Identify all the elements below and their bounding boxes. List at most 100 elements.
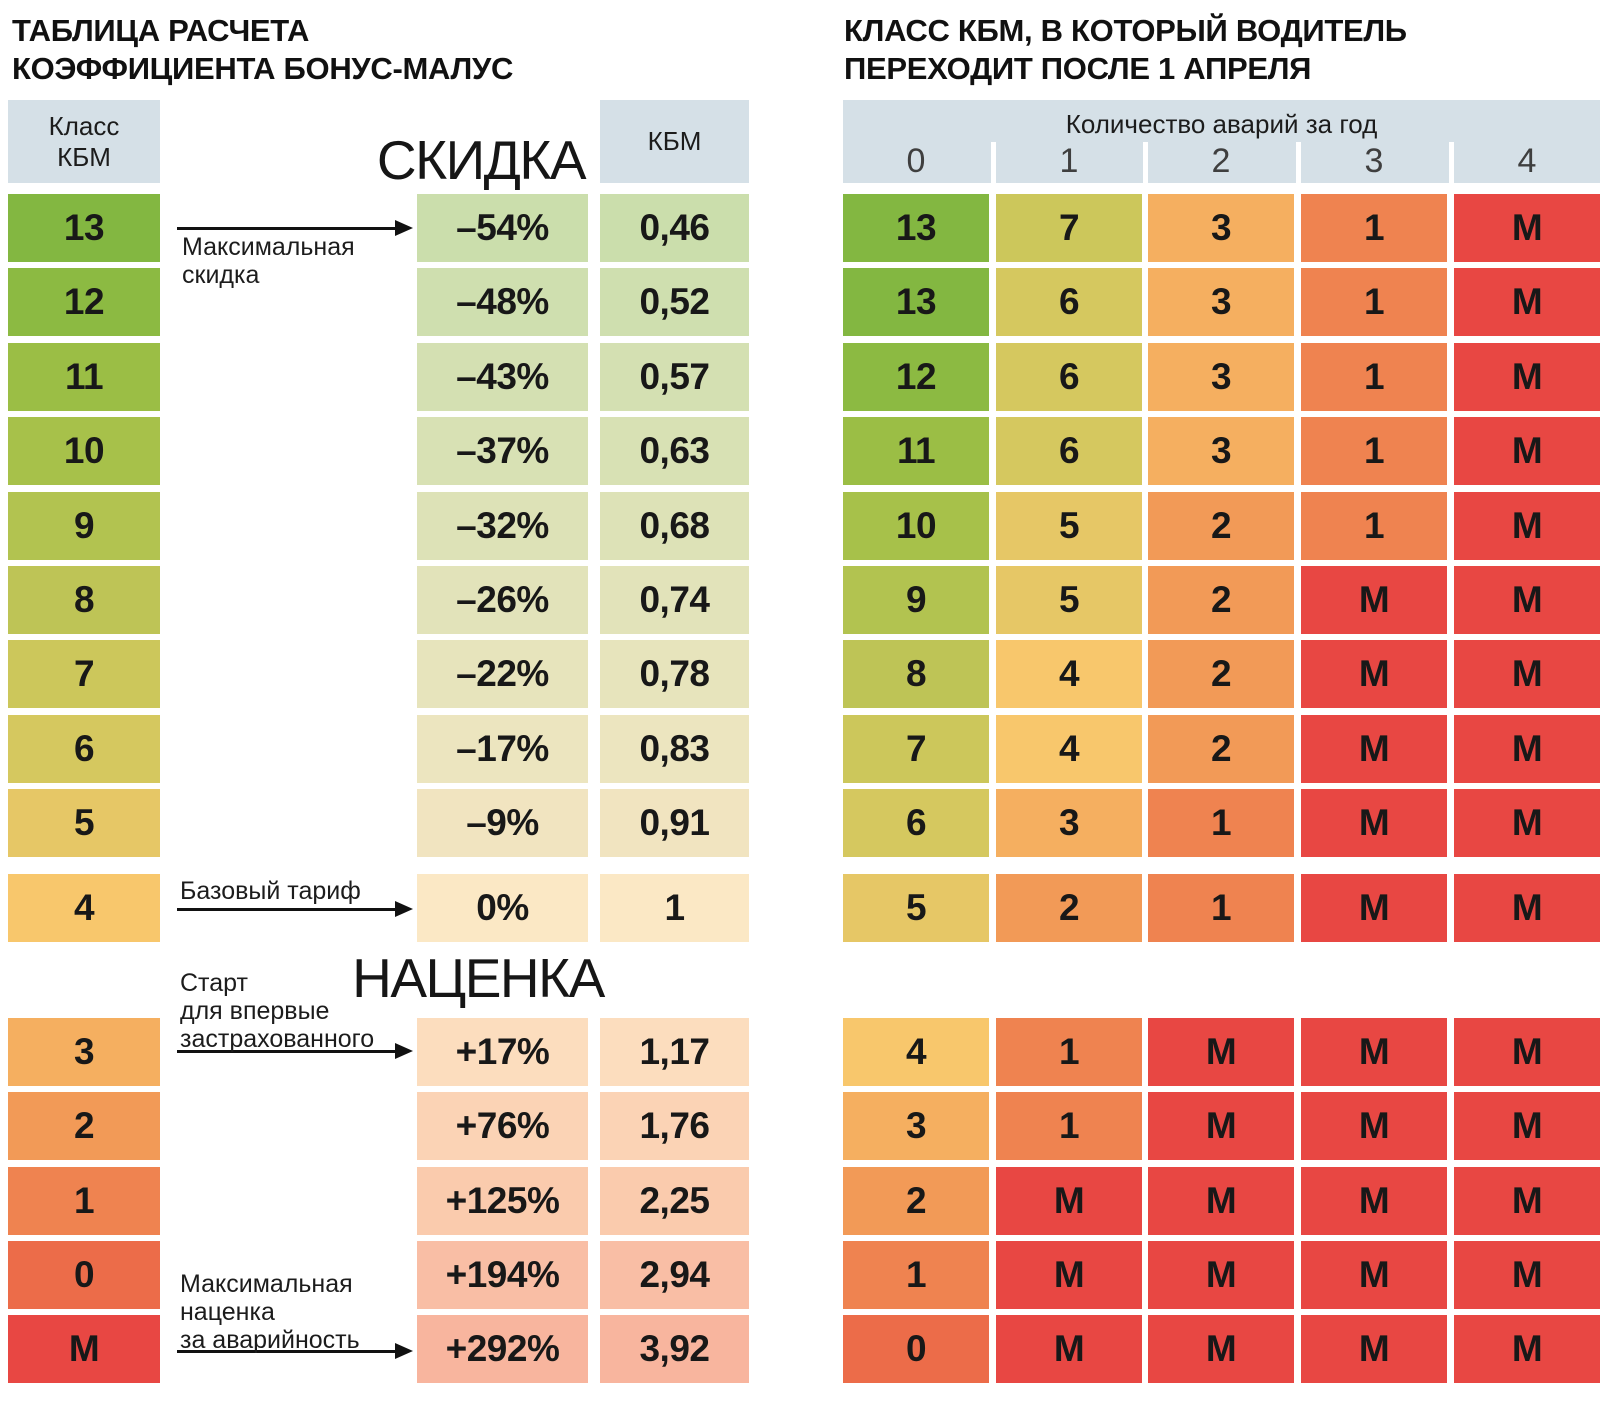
base-rate-arrow <box>177 901 413 917</box>
left-discount-cell: –22% <box>417 640 588 708</box>
right-transition-cell: 1 <box>1148 874 1294 942</box>
right-transition-cell: М <box>1454 566 1600 634</box>
right-transition-cell: М <box>1148 1315 1294 1383</box>
left-class-cell: 6 <box>8 715 160 783</box>
right-class-cell: 4 <box>843 1018 989 1086</box>
left-discount-cell: –37% <box>417 417 588 485</box>
left-kbm-cell: 0,78 <box>600 640 749 708</box>
left-discount-cell: +125% <box>417 1167 588 1235</box>
right-transition-cell: 2 <box>1148 640 1294 708</box>
left-class-cell: М <box>8 1315 160 1383</box>
right-transition-cell: М <box>1454 874 1600 942</box>
max-surcharge-arrow <box>177 1343 413 1359</box>
right-transition-cell: М <box>1454 492 1600 560</box>
left-kbm-cell: 0,74 <box>600 566 749 634</box>
right-class-cell: 11 <box>843 417 989 485</box>
left-discount-cell: –48% <box>417 268 588 336</box>
left-kbm-cell: 1,76 <box>600 1092 749 1160</box>
right-transition-cell: 1 <box>1301 194 1447 262</box>
right-transition-cell: М <box>1301 1018 1447 1086</box>
max-surcharge-note: Максимальная наценка за аварийность <box>180 1270 360 1354</box>
right-transition-cell: М <box>1454 715 1600 783</box>
right-class-cell: 3 <box>843 1092 989 1160</box>
right-transition-cell: М <box>1454 1241 1600 1309</box>
header-separator <box>991 142 996 183</box>
left-discount-cell: 0% <box>417 874 588 942</box>
right-transition-cell: М <box>1301 1241 1447 1309</box>
right-transition-cell: М <box>1301 789 1447 857</box>
left-kbm-cell: 0,91 <box>600 789 749 857</box>
right-transition-cell: 1 <box>996 1018 1142 1086</box>
right-transition-cell: М <box>996 1167 1142 1235</box>
left-kbm-cell: 0,83 <box>600 715 749 783</box>
max-discount-arrow <box>177 220 413 236</box>
right-class-cell: 6 <box>843 789 989 857</box>
left-kbm-cell: 0,46 <box>600 194 749 262</box>
right-transition-cell: М <box>1301 1092 1447 1160</box>
right-class-cell: 13 <box>843 268 989 336</box>
left-class-cell: 8 <box>8 566 160 634</box>
right-transition-cell: 1 <box>1301 268 1447 336</box>
right-transition-cell: М <box>1454 1315 1600 1383</box>
right-transition-cell: 4 <box>996 640 1142 708</box>
right-transition-cell: 5 <box>996 492 1142 560</box>
right-transition-cell: 1 <box>1301 492 1447 560</box>
left-class-cell: 10 <box>8 417 160 485</box>
accidents-header-label: Количество аварий за год <box>1065 109 1378 139</box>
right-transition-cell: 2 <box>1148 566 1294 634</box>
left-discount-cell: +194% <box>417 1241 588 1309</box>
surcharge-section-label: НАЦЕНКА <box>352 947 605 1009</box>
right-class-cell: 5 <box>843 874 989 942</box>
kbm-column-header: КБМ <box>600 100 749 183</box>
left-discount-cell: +17% <box>417 1018 588 1086</box>
left-kbm-cell: 0,57 <box>600 343 749 411</box>
left-class-cell: 0 <box>8 1241 160 1309</box>
left-discount-cell: –26% <box>417 566 588 634</box>
right-transition-cell: М <box>1148 1092 1294 1160</box>
left-kbm-cell: 2,94 <box>600 1241 749 1309</box>
right-class-cell: 12 <box>843 343 989 411</box>
right-transition-cell: 1 <box>996 1092 1142 1160</box>
right-transition-cell: М <box>1454 640 1600 708</box>
right-transition-cell: М <box>1454 268 1600 336</box>
right-transition-cell: М <box>1301 566 1447 634</box>
left-class-cell: 11 <box>8 343 160 411</box>
right-transition-cell: 7 <box>996 194 1142 262</box>
first-insured-arrow <box>177 1043 413 1059</box>
class-kbm-column-header: Класс КБМ <box>8 100 160 183</box>
right-transition-cell: 1 <box>1148 789 1294 857</box>
left-class-cell: 7 <box>8 640 160 708</box>
right-transition-cell: М <box>1301 1167 1447 1235</box>
right-transition-cell: 2 <box>1148 715 1294 783</box>
left-class-cell: 9 <box>8 492 160 560</box>
accident-count-label: 3 <box>1364 142 1384 180</box>
accidents-per-year-header: Количество аварий за год 0 1 2 3 4 <box>843 100 1600 183</box>
right-transition-cell: 4 <box>996 715 1142 783</box>
right-transition-cell: 1 <box>1301 417 1447 485</box>
left-class-cell: 4 <box>8 874 160 942</box>
left-kbm-cell: 1 <box>600 874 749 942</box>
left-kbm-cell: 1,17 <box>600 1018 749 1086</box>
right-transition-cell: М <box>1148 1241 1294 1309</box>
right-transition-cell: 6 <box>996 417 1142 485</box>
right-class-cell: 7 <box>843 715 989 783</box>
accident-count-label: 1 <box>1059 142 1079 180</box>
right-transition-cell: 3 <box>1148 343 1294 411</box>
right-transition-cell: М <box>1148 1018 1294 1086</box>
left-kbm-cell: 3,92 <box>600 1315 749 1383</box>
left-discount-cell: +76% <box>417 1092 588 1160</box>
header-separator <box>1143 142 1148 183</box>
right-transition-cell: М <box>1301 874 1447 942</box>
left-kbm-cell: 0,52 <box>600 268 749 336</box>
max-discount-note: Максимальная скидка <box>182 233 355 289</box>
header-separator <box>1296 142 1301 183</box>
base-rate-note: Базовый тариф <box>180 877 361 905</box>
right-transition-cell: М <box>1454 417 1600 485</box>
right-class-cell: 8 <box>843 640 989 708</box>
right-class-cell: 9 <box>843 566 989 634</box>
right-transition-cell: М <box>1454 194 1600 262</box>
right-transition-cell: 5 <box>996 566 1142 634</box>
accident-count-label: 4 <box>1517 142 1537 180</box>
right-transition-cell: М <box>1454 789 1600 857</box>
